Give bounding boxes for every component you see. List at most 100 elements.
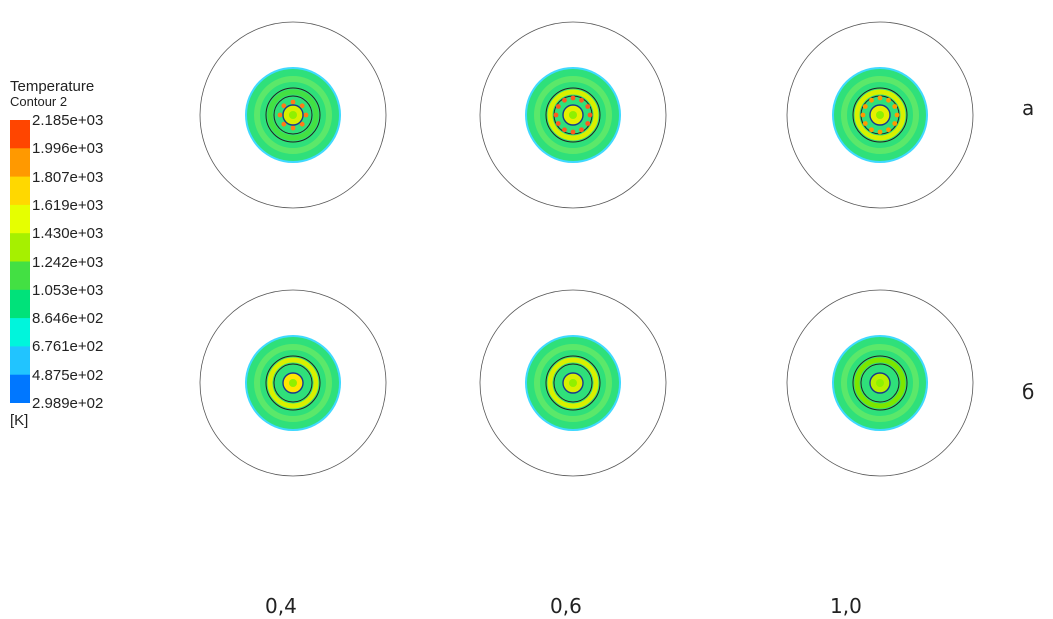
colorbar-band bbox=[10, 176, 30, 206]
ring-outline bbox=[852, 355, 908, 411]
ring-warm bbox=[547, 357, 599, 409]
core-center bbox=[876, 111, 884, 119]
contour-plot-a-10 bbox=[786, 21, 974, 209]
ring-outline bbox=[545, 87, 601, 143]
hot-spot bbox=[860, 112, 866, 118]
core-outline bbox=[282, 372, 304, 394]
hot-spot bbox=[587, 112, 593, 118]
legend-tick-label: 1.619e+03 bbox=[32, 196, 104, 214]
domain-outline bbox=[479, 289, 667, 477]
column-label-3: 1,0 bbox=[830, 594, 862, 618]
domain-outline bbox=[479, 21, 667, 209]
row-label-a: а bbox=[1022, 96, 1035, 120]
row-label-b: б bbox=[1022, 380, 1035, 404]
core-center bbox=[569, 111, 577, 119]
ring-outline bbox=[545, 355, 601, 411]
hot-spot bbox=[894, 112, 900, 118]
colorbar-band bbox=[10, 120, 30, 149]
hot-spot bbox=[585, 121, 591, 126]
hot-spot bbox=[303, 112, 309, 118]
hot-spot bbox=[570, 95, 576, 101]
legend-unit: [K] bbox=[10, 412, 29, 429]
hot-spot bbox=[892, 121, 898, 126]
ring-warm bbox=[854, 89, 906, 141]
legend-tick-label: 2.989e+02 bbox=[32, 395, 104, 412]
colorbar-band bbox=[10, 318, 30, 347]
core-center bbox=[289, 111, 297, 119]
column-label-1: 0,4 bbox=[265, 594, 297, 618]
ring-warm bbox=[854, 357, 906, 409]
contour-band bbox=[534, 344, 612, 422]
legend-title: Temperature bbox=[10, 78, 95, 95]
hot-spot bbox=[299, 121, 305, 127]
contour-band bbox=[254, 76, 332, 154]
contour-band bbox=[841, 76, 919, 154]
domain-outline bbox=[786, 289, 974, 477]
contour-band bbox=[841, 344, 919, 422]
legend-tick-label: 4.875e+02 bbox=[32, 366, 104, 384]
core-center bbox=[569, 379, 577, 387]
domain-outline bbox=[199, 289, 387, 477]
colorbar-band bbox=[10, 261, 30, 291]
ring-outline bbox=[860, 363, 900, 403]
colorbar-band bbox=[10, 289, 30, 319]
colorbar-band bbox=[10, 148, 30, 178]
core-outline bbox=[282, 104, 304, 126]
legend-tick-label: 1.242e+03 bbox=[32, 253, 104, 271]
ring-warm bbox=[547, 89, 599, 141]
ring-outline bbox=[265, 355, 321, 411]
legend-tick-label: 1.807e+03 bbox=[32, 168, 104, 186]
contour-plot-b-04 bbox=[199, 289, 387, 477]
hot-spot bbox=[553, 112, 559, 118]
legend-tick-label: 1.053e+03 bbox=[32, 281, 104, 299]
legend-colorbar bbox=[10, 120, 30, 403]
colorbar-band bbox=[10, 233, 30, 262]
hot-spot bbox=[281, 103, 287, 109]
ring-warm bbox=[267, 89, 319, 141]
hot-spot bbox=[862, 121, 868, 126]
contour-plot-b-10 bbox=[786, 289, 974, 477]
hot-spot bbox=[562, 97, 567, 103]
ring-outline bbox=[553, 363, 593, 403]
ring-outline bbox=[265, 87, 321, 143]
hot-spot bbox=[869, 97, 874, 103]
colorbar-band bbox=[10, 204, 30, 234]
hot-spot bbox=[579, 127, 584, 133]
legend-tick-label: 1.996e+03 bbox=[32, 140, 104, 158]
legend-tick-label: 8.646e+02 bbox=[32, 310, 104, 328]
core-center bbox=[876, 379, 884, 387]
core-outline bbox=[869, 104, 891, 126]
hot-spot bbox=[299, 103, 305, 109]
hot-spot bbox=[290, 99, 296, 105]
core-outline bbox=[562, 104, 584, 126]
ring-outline bbox=[273, 95, 313, 135]
hot-spot bbox=[562, 127, 567, 133]
contour-plot-a-06 bbox=[479, 21, 667, 209]
domain-outline bbox=[786, 21, 974, 209]
core-outline bbox=[562, 372, 584, 394]
ring-warm bbox=[267, 357, 319, 409]
contour-band bbox=[534, 76, 612, 154]
hot-spot bbox=[892, 104, 898, 109]
legend-subtitle: Contour 2 bbox=[10, 94, 68, 109]
hot-spot bbox=[290, 125, 296, 131]
hot-spot bbox=[570, 129, 576, 135]
core-center bbox=[289, 379, 297, 387]
hot-spot bbox=[886, 127, 891, 133]
contour-band bbox=[254, 344, 332, 422]
contour-plot-b-06 bbox=[479, 289, 667, 477]
hot-spot bbox=[555, 104, 561, 109]
contour-plot-a-04 bbox=[199, 21, 387, 209]
hot-spot bbox=[869, 127, 874, 133]
ring-outline bbox=[273, 363, 313, 403]
legend-tick-label: 1.430e+03 bbox=[32, 225, 104, 243]
column-label-2: 0,6 bbox=[550, 594, 582, 618]
colorbar-band bbox=[10, 374, 30, 403]
hot-spot bbox=[877, 129, 883, 135]
hot-spot bbox=[281, 121, 287, 127]
colorbar-band bbox=[10, 346, 30, 376]
hot-spot bbox=[277, 112, 283, 118]
legend-tick-label: 2.185e+03 bbox=[32, 112, 104, 129]
hot-spot bbox=[862, 104, 868, 109]
ring-outline bbox=[852, 87, 908, 143]
